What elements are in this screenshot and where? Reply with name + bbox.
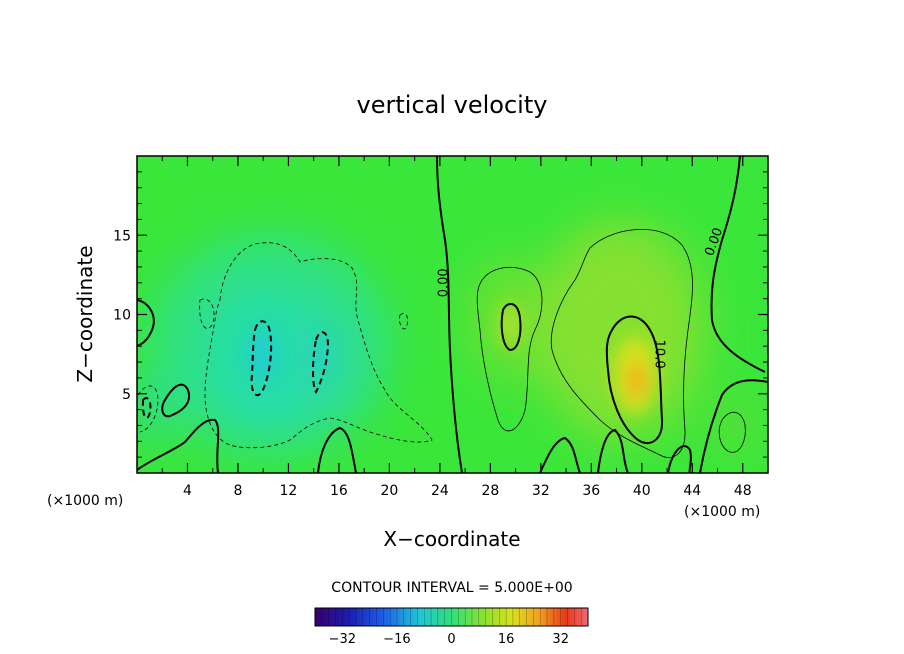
zero-contour bbox=[710, 156, 766, 373]
zero-contour bbox=[436, 156, 463, 473]
contour-neg-5 bbox=[199, 298, 215, 329]
x-tick-label: 48 bbox=[734, 483, 752, 499]
contour-5 bbox=[550, 228, 693, 458]
colorbar-tick-label: −32 bbox=[329, 632, 356, 647]
contour-label: 10.0 bbox=[652, 340, 667, 369]
x-tick-label: 16 bbox=[330, 483, 348, 499]
x-tick-label: 24 bbox=[431, 483, 449, 499]
colorbar-tick-label: 0 bbox=[447, 632, 455, 647]
zero-contour bbox=[137, 418, 220, 473]
x-tick-label: 44 bbox=[683, 483, 701, 499]
colorbar-tick-label: 16 bbox=[498, 632, 515, 647]
zero-contour bbox=[597, 428, 629, 473]
colorbar-tick-label: −16 bbox=[383, 632, 410, 647]
contour-lines bbox=[137, 156, 768, 473]
contour-neg-10 bbox=[250, 320, 273, 397]
chart-title: vertical velocity bbox=[357, 91, 548, 119]
x-tick-label: 40 bbox=[633, 483, 651, 499]
x-tick-label: 8 bbox=[233, 483, 242, 499]
contour-neg-10 bbox=[141, 397, 152, 419]
y-tick-label: 5 bbox=[122, 387, 131, 403]
colorbar-tick-label: 32 bbox=[552, 632, 569, 647]
contour-neg-10 bbox=[312, 331, 330, 394]
contour-5 bbox=[718, 411, 746, 453]
zero-contour bbox=[317, 426, 357, 473]
x-tick-label: 20 bbox=[380, 483, 398, 499]
colorbar-ticks: −32 −16 0 16 32 bbox=[329, 632, 569, 647]
y-tick-label: 10 bbox=[113, 308, 131, 324]
y-axis-ticks: 5 10 15 bbox=[113, 171, 768, 458]
zero-contour bbox=[161, 383, 190, 418]
zero-contour bbox=[137, 299, 155, 347]
colorbar-segments bbox=[321, 608, 582, 626]
x-tick-label: 36 bbox=[582, 483, 600, 499]
y-tick-label: 15 bbox=[113, 228, 131, 244]
contour-10 bbox=[500, 302, 522, 352]
x-tick-label: 32 bbox=[532, 483, 550, 499]
zero-contour bbox=[699, 379, 768, 473]
contour-5 bbox=[476, 266, 543, 432]
contour-interval-label: CONTOUR INTERVAL = 5.000E+00 bbox=[331, 580, 572, 596]
x-tick-label: 28 bbox=[481, 483, 499, 499]
colorbar: −32 −16 0 16 32 bbox=[314, 607, 589, 647]
contour-neg-5 bbox=[204, 242, 433, 449]
y-axis-title: Z−coordinate bbox=[73, 245, 97, 382]
contour-label: 0.00 bbox=[436, 268, 451, 297]
x-axis-title: X−coordinate bbox=[383, 527, 520, 551]
x-axis-ticks: 4 8 12 16 20 24 28 32 36 40 44 48 bbox=[161, 156, 752, 499]
contour-neg-5 bbox=[399, 313, 408, 330]
x-tick-label: 4 bbox=[183, 483, 192, 499]
contour-10 bbox=[605, 315, 664, 445]
zero-contour bbox=[539, 436, 581, 473]
x-unit-left-label: (×1000 m) bbox=[47, 493, 123, 509]
x-tick-label: 12 bbox=[280, 483, 298, 499]
x-unit-right-label: (×1000 m) bbox=[684, 504, 760, 520]
